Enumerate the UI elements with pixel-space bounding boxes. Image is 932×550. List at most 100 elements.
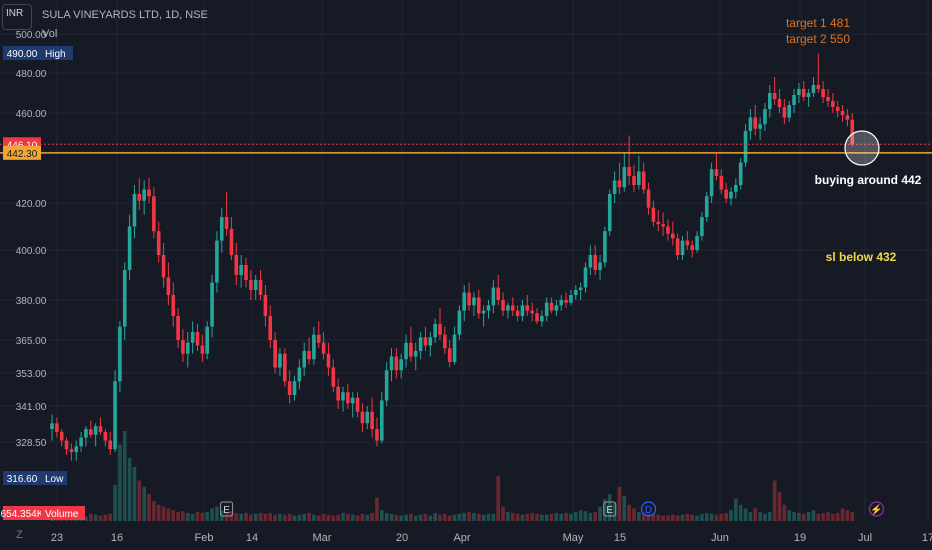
volume-bar bbox=[122, 431, 127, 521]
volume-bar bbox=[607, 494, 612, 521]
candle bbox=[675, 238, 680, 255]
volume-bar bbox=[525, 513, 530, 521]
volume-bar bbox=[675, 515, 680, 521]
candle bbox=[612, 180, 617, 194]
candle bbox=[147, 189, 151, 197]
candle bbox=[583, 267, 588, 288]
chart-title: SULA VINEYARDS LTD, 1D, NSE bbox=[42, 9, 208, 21]
candle bbox=[491, 287, 496, 306]
volume-bar bbox=[549, 513, 554, 521]
candle bbox=[350, 397, 355, 404]
candle bbox=[161, 255, 166, 278]
volume-bar bbox=[186, 512, 190, 521]
candle bbox=[801, 89, 806, 97]
candle bbox=[108, 440, 112, 450]
volume-bar bbox=[540, 514, 544, 521]
volume-bar bbox=[287, 513, 292, 521]
price-tag bbox=[3, 471, 41, 485]
volume-bar bbox=[583, 511, 588, 521]
candle bbox=[540, 316, 544, 322]
candle bbox=[806, 93, 811, 97]
candle bbox=[729, 191, 733, 199]
price-tag bbox=[3, 46, 41, 60]
candle bbox=[768, 93, 772, 109]
candle bbox=[132, 194, 137, 227]
volume-bar bbox=[307, 512, 311, 521]
candle bbox=[709, 169, 714, 197]
volume-bar bbox=[467, 512, 471, 521]
x-tick-label: 16 bbox=[111, 532, 123, 544]
volume-bar bbox=[515, 513, 520, 521]
earnings-marker bbox=[220, 501, 234, 517]
candle bbox=[598, 262, 602, 270]
candle bbox=[273, 340, 277, 368]
volume-bar bbox=[404, 514, 408, 521]
candle bbox=[171, 295, 176, 316]
volume-bar bbox=[370, 512, 374, 521]
x-tick-label: Jun bbox=[711, 532, 729, 544]
price-tag-label: 442.30 bbox=[7, 149, 38, 160]
volume-bar bbox=[234, 512, 239, 521]
candle bbox=[253, 280, 258, 290]
candle bbox=[438, 324, 442, 335]
volume-bar bbox=[171, 510, 176, 521]
candle bbox=[79, 437, 83, 447]
volume-bar bbox=[501, 506, 505, 521]
candle bbox=[772, 93, 777, 99]
y-tick-label: 328.50 bbox=[16, 438, 47, 449]
y-tick-label: 480.00 bbox=[16, 69, 47, 80]
volume-bar bbox=[680, 514, 685, 521]
price-tag-label: 654.354K bbox=[1, 509, 44, 520]
candle bbox=[831, 101, 835, 107]
price-tag-name: High bbox=[45, 49, 66, 60]
volume-bar bbox=[481, 514, 486, 521]
candle bbox=[748, 117, 753, 131]
candle bbox=[380, 400, 384, 441]
candle bbox=[74, 446, 79, 453]
volume-bar bbox=[161, 506, 166, 521]
candle bbox=[229, 228, 234, 255]
candle bbox=[224, 217, 229, 229]
volume-bar bbox=[472, 512, 476, 521]
candle bbox=[341, 392, 345, 401]
zoom-button[interactable]: Z bbox=[16, 529, 23, 541]
candle bbox=[375, 429, 379, 441]
y-tick-label: 420.00 bbox=[16, 199, 47, 210]
volume-bar bbox=[84, 516, 88, 521]
price-tag-pill bbox=[41, 471, 67, 485]
volume-bar bbox=[806, 512, 811, 521]
candle bbox=[574, 290, 578, 295]
candle bbox=[137, 194, 142, 201]
price-tag-pill bbox=[41, 46, 73, 60]
x-tick-label: Apr bbox=[453, 532, 470, 544]
candle bbox=[181, 340, 185, 354]
candle bbox=[690, 245, 694, 250]
price-tag-label: 490.00 bbox=[7, 49, 38, 60]
buy-zone-circle bbox=[844, 130, 880, 166]
volume-bar bbox=[612, 503, 617, 521]
candle bbox=[753, 117, 758, 129]
event-marker-label: D bbox=[645, 505, 652, 516]
candle bbox=[462, 292, 467, 311]
candle bbox=[423, 337, 428, 346]
volume-bar bbox=[302, 513, 306, 521]
volume-bar bbox=[360, 513, 365, 521]
currency-selector[interactable]: INR bbox=[2, 4, 32, 30]
candle bbox=[646, 189, 651, 208]
earnings-marker bbox=[603, 501, 617, 517]
volume-bar bbox=[835, 512, 840, 521]
candle bbox=[433, 324, 437, 338]
candle bbox=[603, 231, 607, 263]
candle bbox=[632, 176, 636, 185]
candle bbox=[520, 305, 525, 316]
candle bbox=[530, 310, 534, 314]
volume-bar bbox=[195, 512, 200, 521]
candle bbox=[263, 295, 268, 316]
volume-bar bbox=[258, 512, 263, 521]
volume-bar bbox=[166, 508, 171, 521]
candle bbox=[816, 85, 821, 89]
volume-bar bbox=[617, 486, 622, 521]
volume-bar bbox=[486, 513, 491, 521]
candle bbox=[122, 270, 127, 327]
